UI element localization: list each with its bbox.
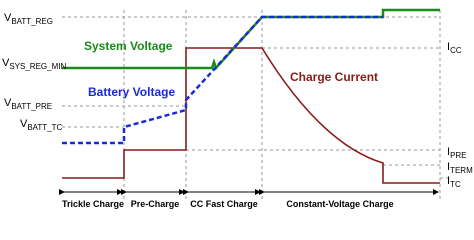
v-batt-tc-label: VBATT_TC xyxy=(20,118,63,132)
battery-voltage-label: Battery Voltage xyxy=(88,85,175,99)
i-pre-label: IPRE xyxy=(447,146,467,160)
v-sys-reg-min-label: VSYS_REG_MIN xyxy=(2,57,66,71)
system-voltage-curve xyxy=(62,8,440,71)
charge-current-label: Charge Current xyxy=(290,70,378,84)
phase-label: Pre-Charge xyxy=(131,199,180,209)
i-tc-label: ITC xyxy=(447,175,461,189)
i-term-label: ITERM xyxy=(447,161,473,175)
phase-label: CC Fast Charge xyxy=(190,199,258,209)
i-cc-label: ICC xyxy=(447,41,462,55)
system-voltage-label: System Voltage xyxy=(84,39,173,53)
v-batt-reg-label: VBATT_REG xyxy=(4,12,53,26)
phase-label: Constant-Voltage Charge xyxy=(286,199,393,209)
charge-current-curve xyxy=(62,47,440,184)
battery-voltage-curve xyxy=(62,15,383,145)
v-batt-pre-label: VBATT_PRE xyxy=(4,97,52,111)
charge-profile: VBATT_REG VSYS_REG_MIN VBATT_PRE VBATT_T… xyxy=(2,8,473,209)
phase-label: Trickle Charge xyxy=(62,199,124,209)
